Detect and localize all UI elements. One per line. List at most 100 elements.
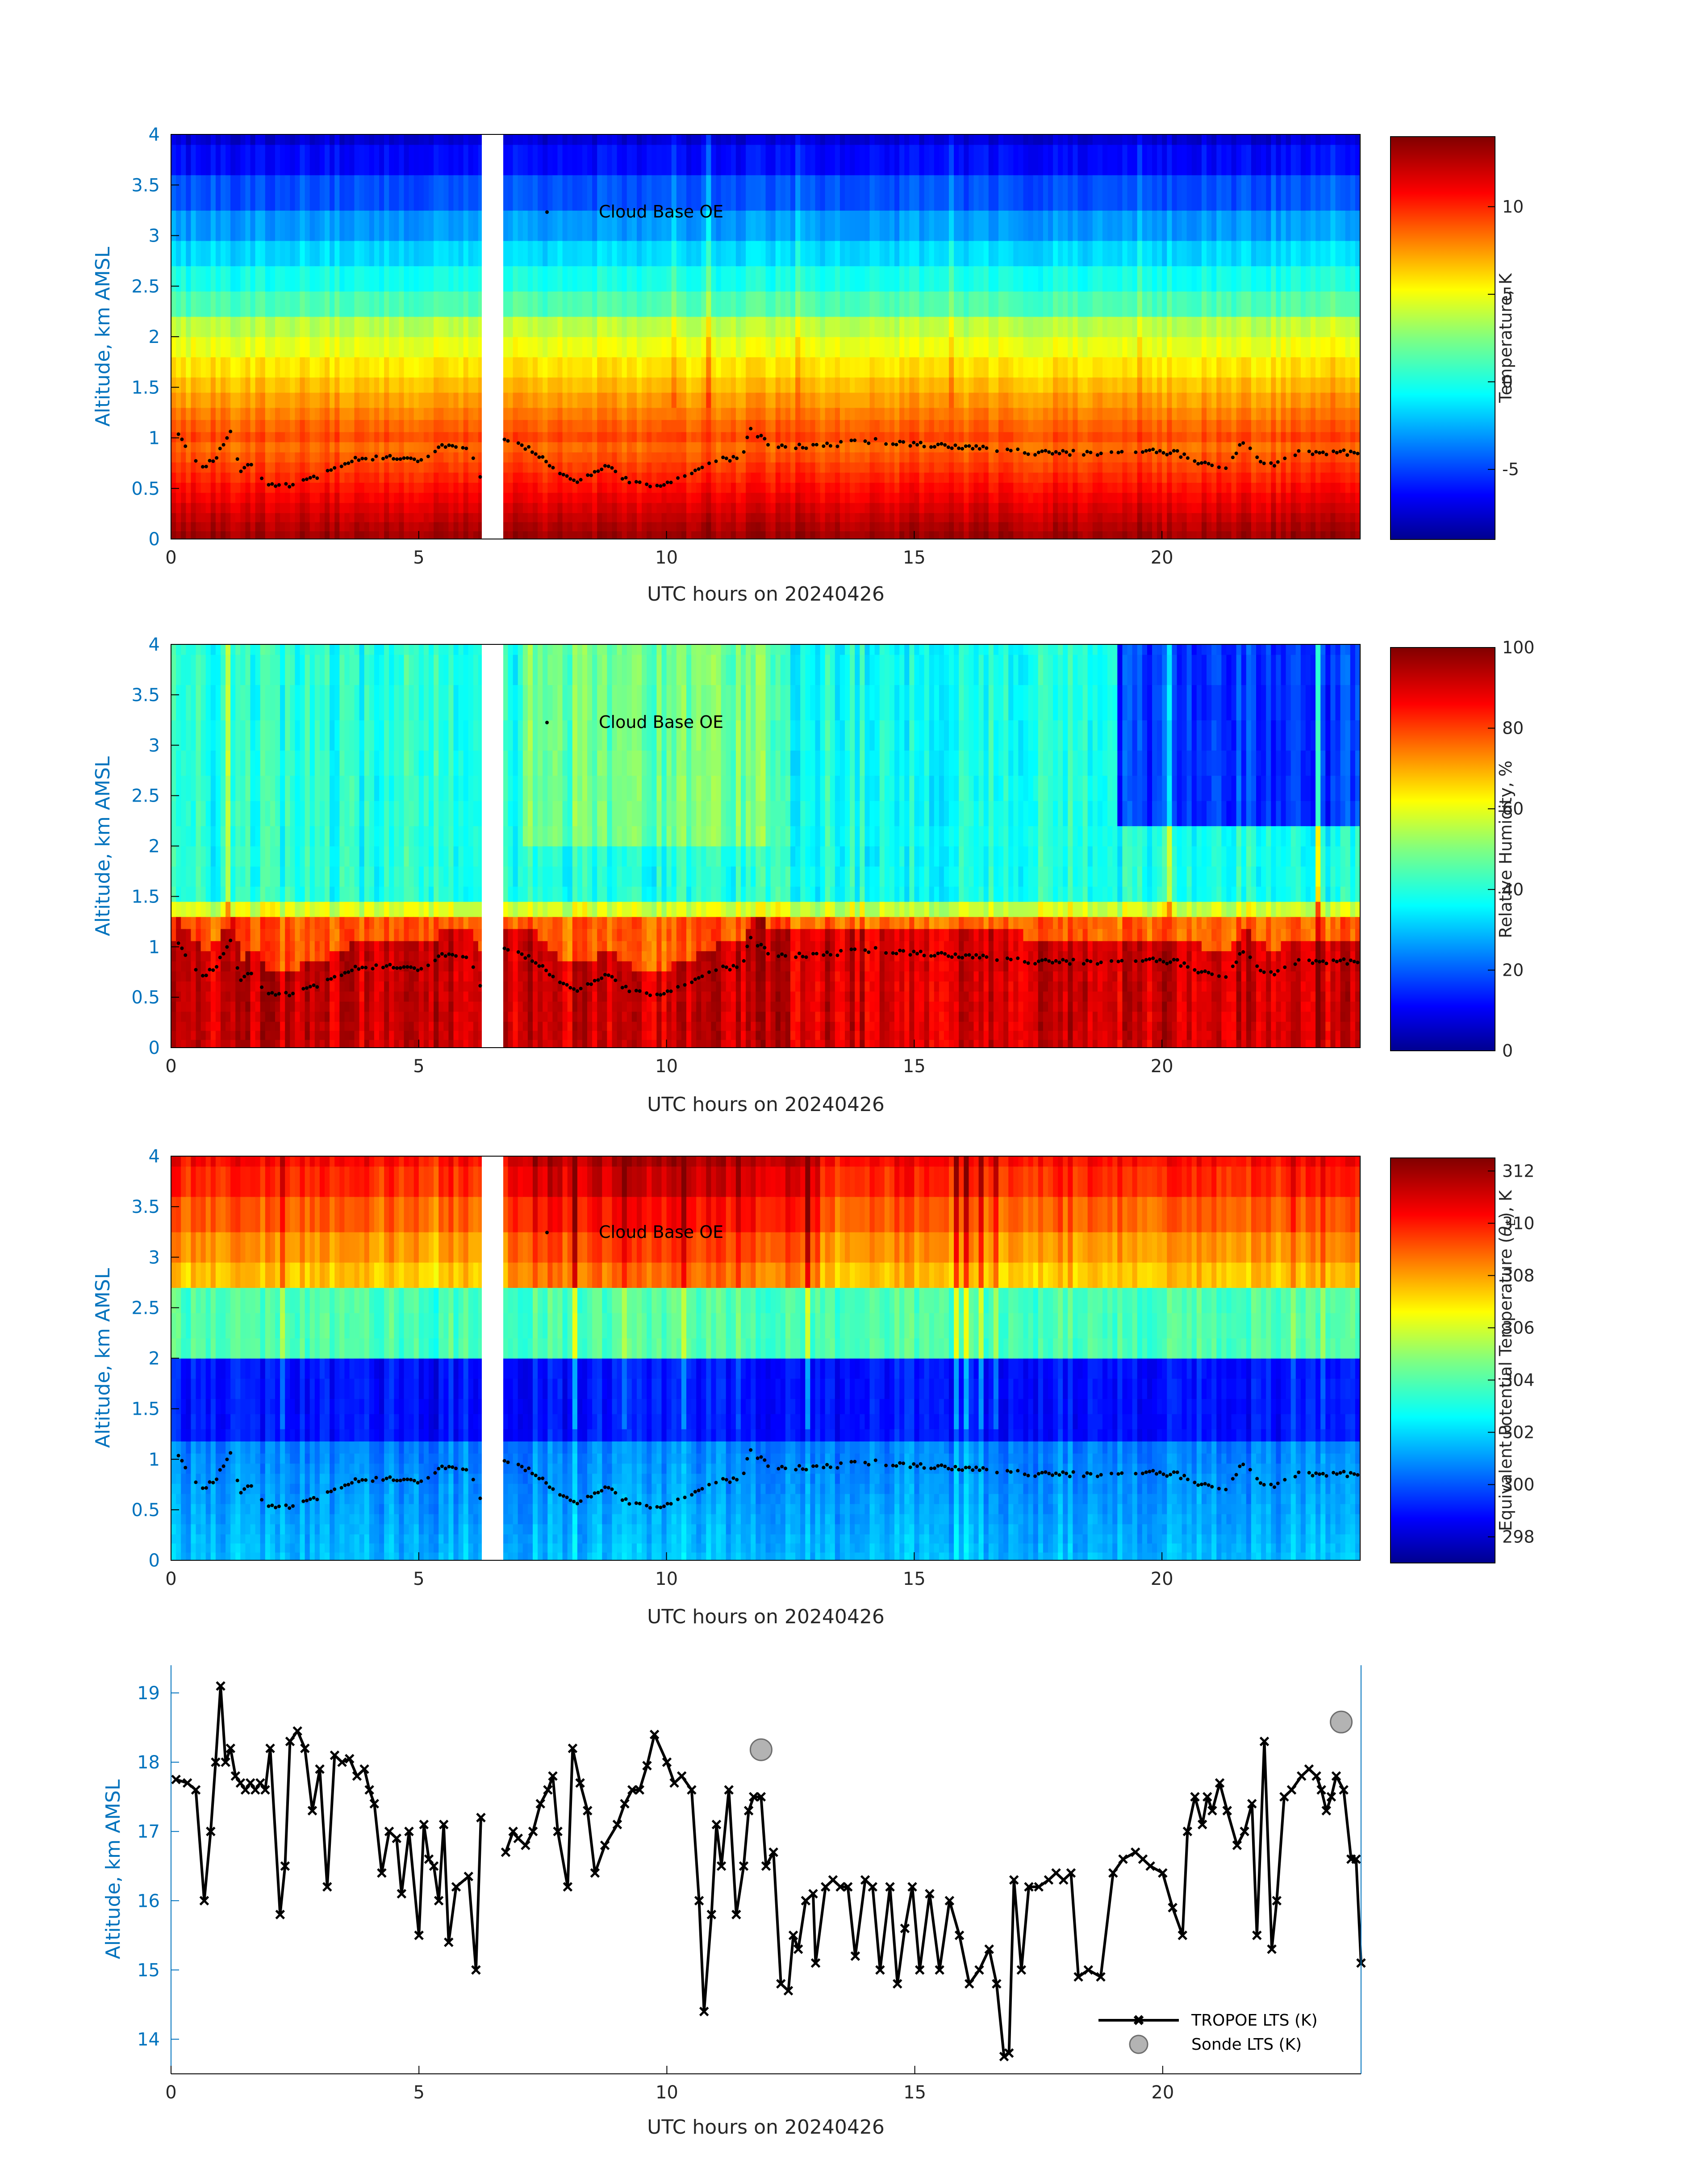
heatmap-cell bbox=[558, 452, 563, 462]
heatmap-cell bbox=[929, 266, 935, 291]
heatmap-cell bbox=[503, 503, 508, 513]
heatmap-cell bbox=[359, 522, 365, 531]
heatmap-cell bbox=[255, 482, 261, 493]
heatmap-cell bbox=[622, 317, 627, 337]
heatmap-cell bbox=[1117, 145, 1123, 175]
heatmap-cell bbox=[969, 266, 974, 291]
heatmap-cell bbox=[1083, 472, 1088, 483]
heatmap-cell bbox=[800, 513, 806, 522]
heatmap-cell bbox=[607, 408, 612, 420]
heatmap-cell bbox=[1137, 291, 1143, 317]
heatmap-cell bbox=[840, 531, 845, 539]
heatmap-cell bbox=[741, 531, 746, 539]
heatmap-cell bbox=[1137, 408, 1143, 420]
heatmap-cell bbox=[404, 442, 409, 453]
heatmap-cell bbox=[429, 241, 434, 266]
heatmap-cell bbox=[459, 291, 464, 317]
heatmap-cell bbox=[815, 513, 821, 522]
heatmap-cell bbox=[870, 513, 875, 522]
heatmap-cell bbox=[260, 134, 266, 145]
heatmap-cell bbox=[959, 377, 964, 393]
heatmap-cell bbox=[1038, 432, 1044, 442]
heatmap-cell bbox=[979, 393, 984, 408]
heatmap-cell bbox=[384, 420, 389, 432]
heatmap-cell bbox=[265, 175, 271, 211]
heatmap-cell bbox=[870, 503, 875, 513]
heatmap-cell bbox=[552, 134, 558, 145]
heatmap-cell bbox=[909, 420, 915, 432]
heatmap-cell bbox=[1063, 472, 1068, 483]
heatmap-cell bbox=[1018, 493, 1023, 503]
heatmap-cell bbox=[766, 145, 771, 175]
heatmap-cell bbox=[1058, 377, 1063, 393]
heatmap-cell bbox=[330, 432, 335, 442]
heatmap-cell bbox=[221, 493, 226, 503]
heatmap-cell bbox=[885, 241, 890, 266]
heatmap-cell bbox=[845, 291, 850, 317]
heatmap-cell bbox=[969, 408, 974, 420]
heatmap-cell bbox=[1093, 531, 1098, 539]
heatmap-cell bbox=[533, 503, 538, 513]
heatmap-cell bbox=[726, 503, 731, 513]
heatmap-cell bbox=[443, 408, 449, 420]
heatmap-cell bbox=[404, 210, 409, 241]
heatmap-cell bbox=[840, 175, 845, 211]
heatmap-cell bbox=[622, 522, 627, 531]
heatmap-cell bbox=[632, 241, 637, 266]
heatmap-cell bbox=[315, 175, 320, 211]
heatmap-cell bbox=[914, 531, 919, 539]
heatmap-cell bbox=[1058, 408, 1063, 420]
heatmap-cell bbox=[815, 482, 821, 493]
heatmap-cell bbox=[399, 408, 404, 420]
heatmap-cell bbox=[716, 291, 722, 317]
heatmap-cell bbox=[642, 337, 647, 357]
heatmap-cell bbox=[518, 357, 523, 377]
heatmap-cell bbox=[1112, 493, 1118, 503]
heatmap-cell bbox=[964, 210, 969, 241]
heatmap-cell bbox=[592, 337, 597, 357]
heatmap-cell bbox=[448, 241, 454, 266]
heatmap-temperature bbox=[171, 134, 1361, 539]
heatmap-cell bbox=[359, 493, 365, 503]
heatmap-cell bbox=[468, 531, 474, 539]
heatmap-cell bbox=[468, 357, 474, 377]
heatmap-cell bbox=[558, 210, 563, 241]
heatmap-cell bbox=[443, 420, 449, 432]
heatmap-cell bbox=[1008, 482, 1014, 493]
heatmap-cell bbox=[998, 393, 1004, 408]
heatmap-cell bbox=[513, 522, 518, 531]
heatmap-cell bbox=[706, 291, 711, 317]
heatmap-cell bbox=[513, 452, 518, 462]
heatmap-cell bbox=[265, 462, 271, 473]
heatmap-cell bbox=[1068, 175, 1073, 211]
heatmap-cell bbox=[845, 134, 850, 145]
heatmap-cell bbox=[374, 241, 380, 266]
heatmap-cell bbox=[642, 513, 647, 522]
heatmap-cell bbox=[632, 337, 637, 357]
heatmap-cell bbox=[508, 442, 514, 453]
heatmap-cell bbox=[459, 472, 464, 483]
heatmap-cell bbox=[518, 317, 523, 337]
heatmap-cell bbox=[1112, 377, 1118, 393]
heatmap-cell bbox=[751, 482, 756, 493]
heatmap-cell bbox=[563, 531, 568, 539]
heatmap-cell bbox=[473, 241, 479, 266]
heatmap-cell bbox=[563, 134, 568, 145]
heatmap-cell bbox=[245, 513, 251, 522]
heatmap-cell bbox=[459, 531, 464, 539]
heatmap-cell bbox=[290, 472, 295, 483]
heatmap-cell bbox=[904, 291, 910, 317]
heatmap-cell bbox=[533, 357, 538, 377]
heatmap-cell bbox=[1063, 266, 1068, 291]
heatmap-cell bbox=[206, 291, 211, 317]
heatmap-cell bbox=[206, 482, 211, 493]
heatmap-cell bbox=[315, 145, 320, 175]
heatmap-cell bbox=[1122, 482, 1128, 493]
heatmap-cell bbox=[855, 337, 860, 357]
heatmap-cell bbox=[751, 493, 756, 503]
heatmap-cell bbox=[1018, 377, 1023, 393]
heatmap-cell bbox=[954, 522, 959, 531]
heatmap-cell bbox=[454, 210, 459, 241]
heatmap-cell bbox=[464, 531, 469, 539]
heatmap-cell bbox=[760, 522, 766, 531]
